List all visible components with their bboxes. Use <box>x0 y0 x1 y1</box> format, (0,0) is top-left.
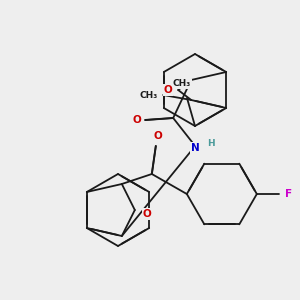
Text: H: H <box>207 140 215 148</box>
Text: O: O <box>153 131 162 141</box>
Text: F: F <box>285 189 292 199</box>
Text: O: O <box>142 209 151 219</box>
Text: N: N <box>191 143 200 153</box>
Text: O: O <box>133 115 142 125</box>
Text: O: O <box>164 85 172 95</box>
Text: CH₃: CH₃ <box>139 91 157 100</box>
Text: CH₃: CH₃ <box>173 80 191 88</box>
